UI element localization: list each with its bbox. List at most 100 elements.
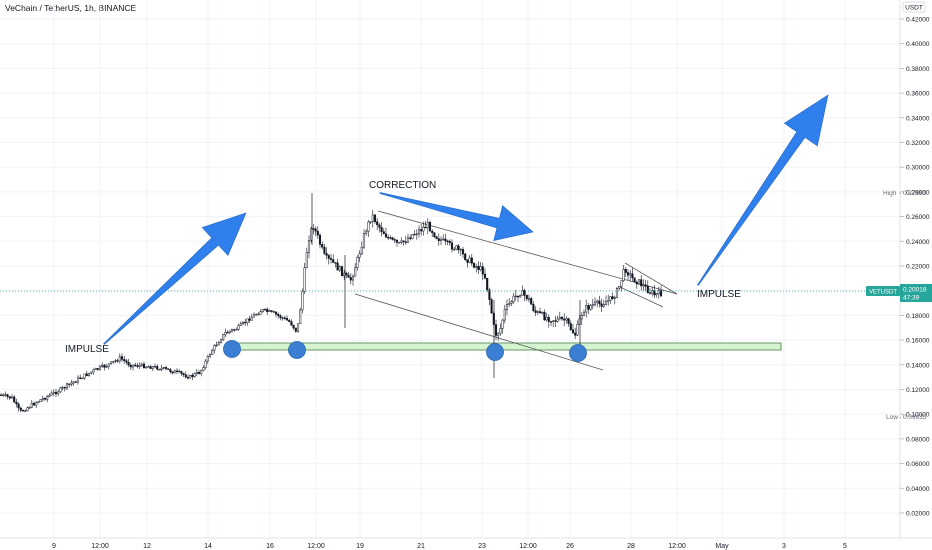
candle bbox=[208, 352, 212, 359]
candle bbox=[213, 344, 216, 354]
candle bbox=[81, 377, 84, 380]
candle bbox=[560, 315, 564, 322]
candle bbox=[481, 262, 484, 281]
candle bbox=[521, 285, 524, 296]
candle bbox=[15, 398, 18, 408]
candle bbox=[241, 321, 245, 326]
candle bbox=[303, 262, 306, 295]
support-touch-marker[interactable] bbox=[569, 344, 587, 362]
candle bbox=[116, 358, 119, 363]
candle bbox=[59, 386, 62, 394]
candle bbox=[237, 323, 240, 331]
candle bbox=[76, 375, 80, 385]
impulse-arrow-up-right[interactable] bbox=[697, 94, 829, 286]
candle bbox=[101, 362, 104, 369]
x-tick-label: 14 bbox=[204, 543, 212, 550]
candle bbox=[219, 338, 223, 344]
candle bbox=[281, 316, 284, 321]
candle bbox=[314, 226, 317, 237]
candle bbox=[349, 273, 352, 285]
candle bbox=[90, 371, 93, 375]
candle bbox=[134, 362, 137, 367]
candle bbox=[74, 380, 77, 383]
candle bbox=[417, 225, 421, 238]
candle bbox=[85, 370, 88, 377]
correction-arrow[interactable] bbox=[379, 192, 534, 241]
candle bbox=[505, 299, 509, 316]
candle bbox=[365, 229, 368, 236]
candle bbox=[530, 296, 533, 305]
y-tick-label: 0.24000 bbox=[906, 239, 930, 246]
candle bbox=[442, 234, 445, 241]
candle bbox=[468, 255, 471, 264]
candle bbox=[189, 374, 192, 379]
candle bbox=[545, 312, 548, 322]
candle bbox=[428, 220, 432, 232]
candle bbox=[296, 323, 300, 333]
candle bbox=[202, 365, 205, 372]
candles bbox=[0, 193, 663, 413]
candle bbox=[107, 363, 110, 370]
candle bbox=[30, 399, 33, 409]
candle bbox=[246, 318, 249, 326]
candle bbox=[631, 267, 634, 282]
y-tick-label: 0.10000 bbox=[906, 412, 930, 419]
candle bbox=[224, 328, 227, 338]
candle bbox=[145, 366, 148, 369]
candle bbox=[13, 395, 16, 403]
candle bbox=[35, 401, 38, 408]
support-touch-marker[interactable] bbox=[486, 343, 504, 361]
y-tick-label: 0.04000 bbox=[906, 486, 930, 493]
y-tick-label: 0.30000 bbox=[906, 165, 930, 172]
candle bbox=[103, 363, 106, 371]
impulse-arrow-up-left[interactable] bbox=[103, 212, 247, 345]
support-touch-marker[interactable] bbox=[288, 341, 306, 359]
grid bbox=[0, 0, 900, 538]
candle bbox=[305, 247, 308, 269]
support-touch-marker[interactable] bbox=[223, 340, 241, 358]
candle bbox=[334, 262, 337, 268]
candle bbox=[167, 368, 170, 370]
candle bbox=[228, 330, 231, 335]
last-price-badge[interactable]: VETUSDT 0.20018 47:39 bbox=[866, 284, 932, 302]
candle bbox=[307, 235, 311, 259]
support-zone[interactable] bbox=[229, 342, 782, 351]
candle bbox=[235, 327, 238, 331]
candle bbox=[48, 393, 51, 398]
x-tick-label: 12:00 bbox=[307, 543, 325, 550]
candle bbox=[393, 237, 396, 244]
candle bbox=[591, 298, 594, 310]
wedge-upper-line[interactable] bbox=[624, 262, 678, 295]
time-axis[interactable]: 9 12:00 12 14 16 12:00 19 21 23 12:00 26 28 12:00 May… bbox=[0, 537, 932, 550]
candle bbox=[288, 318, 291, 323]
candle bbox=[153, 363, 157, 368]
y-tick-label: 0.36000 bbox=[906, 91, 930, 98]
candle bbox=[444, 233, 447, 246]
candle bbox=[19, 406, 22, 413]
candle bbox=[195, 368, 198, 377]
candle bbox=[6, 393, 9, 400]
candle bbox=[92, 368, 95, 375]
channel-lower-line[interactable] bbox=[354, 293, 604, 371]
high-value: 0.27983 bbox=[903, 190, 927, 197]
candle bbox=[552, 320, 555, 328]
candle bbox=[283, 315, 286, 320]
x-tick-label: 12:00 bbox=[91, 543, 109, 550]
candle bbox=[633, 277, 636, 283]
candle bbox=[626, 269, 630, 281]
candle bbox=[32, 401, 36, 406]
candle bbox=[61, 385, 64, 391]
candle bbox=[604, 295, 608, 305]
wedge-lower-line[interactable] bbox=[619, 286, 664, 308]
candle bbox=[554, 316, 557, 328]
price-axis[interactable]: USDT 0.42000 0.40000 0.38000 0.36000 0.34000… bbox=[866, 0, 932, 538]
candle bbox=[312, 224, 315, 235]
high-marker: High - 0.27983 bbox=[883, 190, 927, 197]
candle bbox=[263, 308, 267, 312]
candle bbox=[285, 315, 289, 321]
candle bbox=[83, 373, 86, 380]
candle bbox=[446, 239, 449, 246]
candle bbox=[149, 364, 152, 369]
candle bbox=[186, 374, 190, 380]
